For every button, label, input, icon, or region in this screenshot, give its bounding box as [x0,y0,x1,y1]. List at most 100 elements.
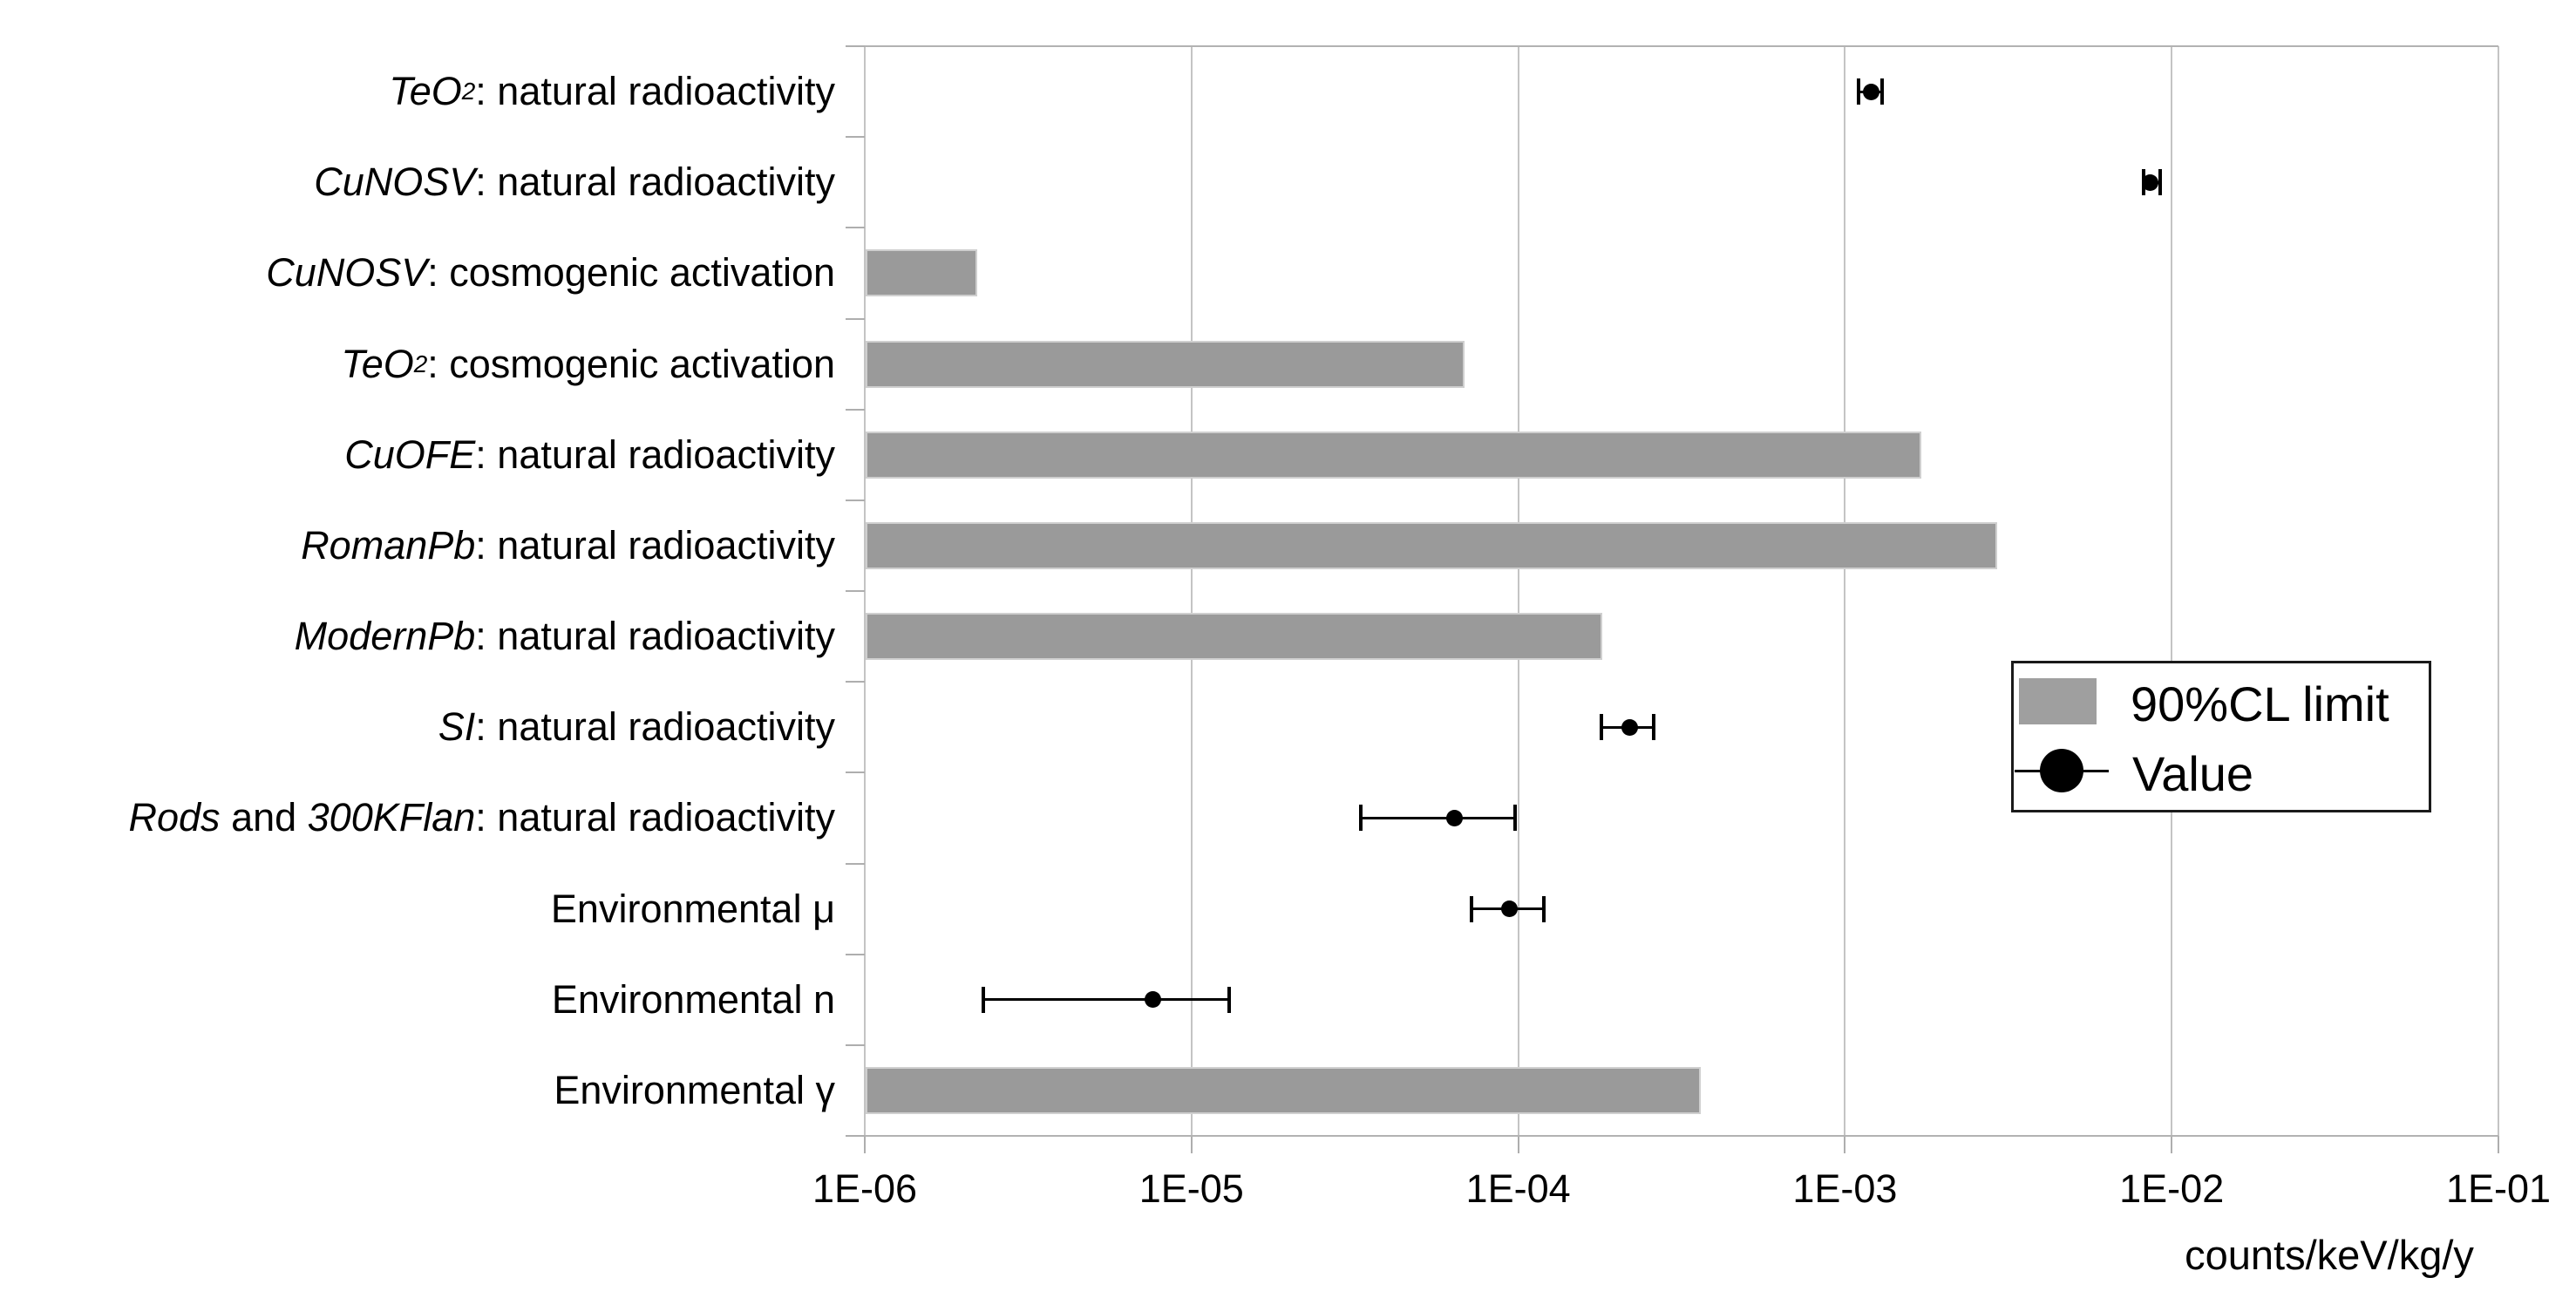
limit-bar [866,613,1603,661]
x-gridline [2171,46,2173,1136]
x-axis-line [846,1135,2498,1137]
y-axis-tick [846,227,865,229]
x-tick-label: 1E-01 [2445,1166,2552,1211]
limit-bar [866,521,1997,569]
error-bar-cap-left [1359,805,1363,832]
category-label-segment: : cosmogenic activation [427,341,835,386]
y-axis-tick [846,408,865,411]
legend-value-label: Value [2132,745,2254,801]
x-gridline [1190,46,1193,1136]
y-axis-tick [846,317,865,320]
category-label-segment: CuOFE [344,432,476,477]
category-label-segment: RomanPb [301,522,476,568]
category-label-segment: : natural radioactivity [475,795,835,840]
x-gridline [2498,46,2499,1136]
y-axis-tick [846,499,865,501]
x-axis-tick [2498,1136,2499,1153]
category-label-segment: TeO [389,69,462,113]
legend-limit-swatch-icon [2019,678,2097,724]
plot-top-border [865,45,2498,47]
y-axis-tick [846,1043,865,1046]
x-tick-label: 1E-06 [812,1166,918,1211]
category-label: CuNOSV: cosmogenic activation [0,228,835,318]
x-gridline [1517,46,1519,1136]
x-axis-title: counts/keV/kg/y [2185,1232,2474,1278]
y-axis-line [864,46,866,1136]
category-label: Environmental n [0,955,835,1045]
legend: 90%CL limit Value [2011,661,2431,812]
category-label-segment: TeO [341,341,414,386]
category-label-segment: : cosmogenic activation [427,250,835,296]
category-label: TeO 2: cosmogenic activation [0,319,835,410]
error-bar-line [982,998,1229,1002]
error-bar-cap-right [1513,805,1518,832]
category-label-segment: : natural radioactivity [475,614,835,658]
category-label-segment: 300KFlan [307,795,476,840]
category-label: TeO 2: natural radioactivity [0,46,835,137]
category-label-segment: : natural radioactivity [475,522,835,568]
category-label: Environmental μ [0,864,835,955]
value-point [1862,83,1879,100]
x-tick-label: 1E-02 [2119,1166,2225,1211]
error-bar-cap-right [1542,895,1546,922]
limit-bar [866,249,978,297]
category-label: ModernPb: natural radioactivity [0,591,835,682]
limit-bar [866,431,1921,479]
category-label: CuOFE: natural radioactivity [0,410,835,500]
category-label-segment: 2 [461,78,476,105]
value-point [1144,991,1161,1009]
category-label: RomanPb: natural radioactivity [0,500,835,591]
category-label-segment: 2 [413,350,428,377]
y-axis-tick [846,953,865,955]
category-label-segment: Environmental n [551,976,835,1022]
category-label-segment: : natural radioactivity [475,704,835,750]
category-label-segment: Environmental γ [554,1067,835,1112]
category-label-segment: ModernPb [294,614,476,658]
category-label-segment: : natural radioactivity [475,160,835,205]
error-bar-cap-right [1880,78,1885,105]
category-label-segment: CuNOSV [266,250,428,296]
limit-bar [866,340,1465,388]
y-axis-tick [846,590,865,592]
category-label-segment: : natural radioactivity [475,69,835,113]
x-gridline [1844,46,1846,1136]
value-point [2142,173,2159,191]
y-axis-tick [846,681,865,683]
x-axis-tick [1844,1136,1846,1153]
category-label-segment: Rods [128,795,221,840]
category-label-segment: Environmental μ [550,886,835,931]
error-bar-cap-right [1652,714,1656,741]
error-bar-cap-left [981,986,985,1013]
y-axis-tick [846,771,865,774]
error-bar-cap-right [2158,169,2162,196]
error-bar-line [1361,816,1516,819]
y-axis-tick [846,136,865,139]
category-label: Rods and 300KFlan: natural radioactivity [0,772,836,863]
x-tick-label: 1E-05 [1138,1166,1244,1211]
category-label: Environmental γ [0,1045,835,1136]
y-axis-tick [846,862,865,865]
limit-bar [866,1066,1702,1114]
error-bar-cap-left [1856,78,1860,105]
category-label-segment: and [220,795,308,840]
value-point [1446,809,1464,826]
legend-limit-label: 90%CL limit [2131,676,2389,731]
x-axis-tick [1517,1136,1519,1153]
error-bar-cap-right [1227,986,1231,1013]
y-axis-tick [846,45,865,47]
x-axis-tick [2171,1136,2173,1153]
x-tick-label: 1E-04 [1465,1166,1571,1211]
x-axis-tick [864,1136,866,1153]
category-label-segment: SI [438,704,476,750]
category-label-segment: : natural radioactivity [475,432,835,477]
value-point [1501,901,1519,918]
legend-value-dot-icon [2040,749,2083,792]
x-axis-tick [1190,1136,1193,1153]
category-label: CuNOSV: natural radioactivity [0,137,835,228]
error-bar-cap-left [1600,714,1604,741]
category-label: SI: natural radioactivity [0,682,835,772]
y-axis-tick [846,1135,865,1137]
category-label-segment: CuNOSV [314,160,476,205]
value-point [1621,718,1639,736]
